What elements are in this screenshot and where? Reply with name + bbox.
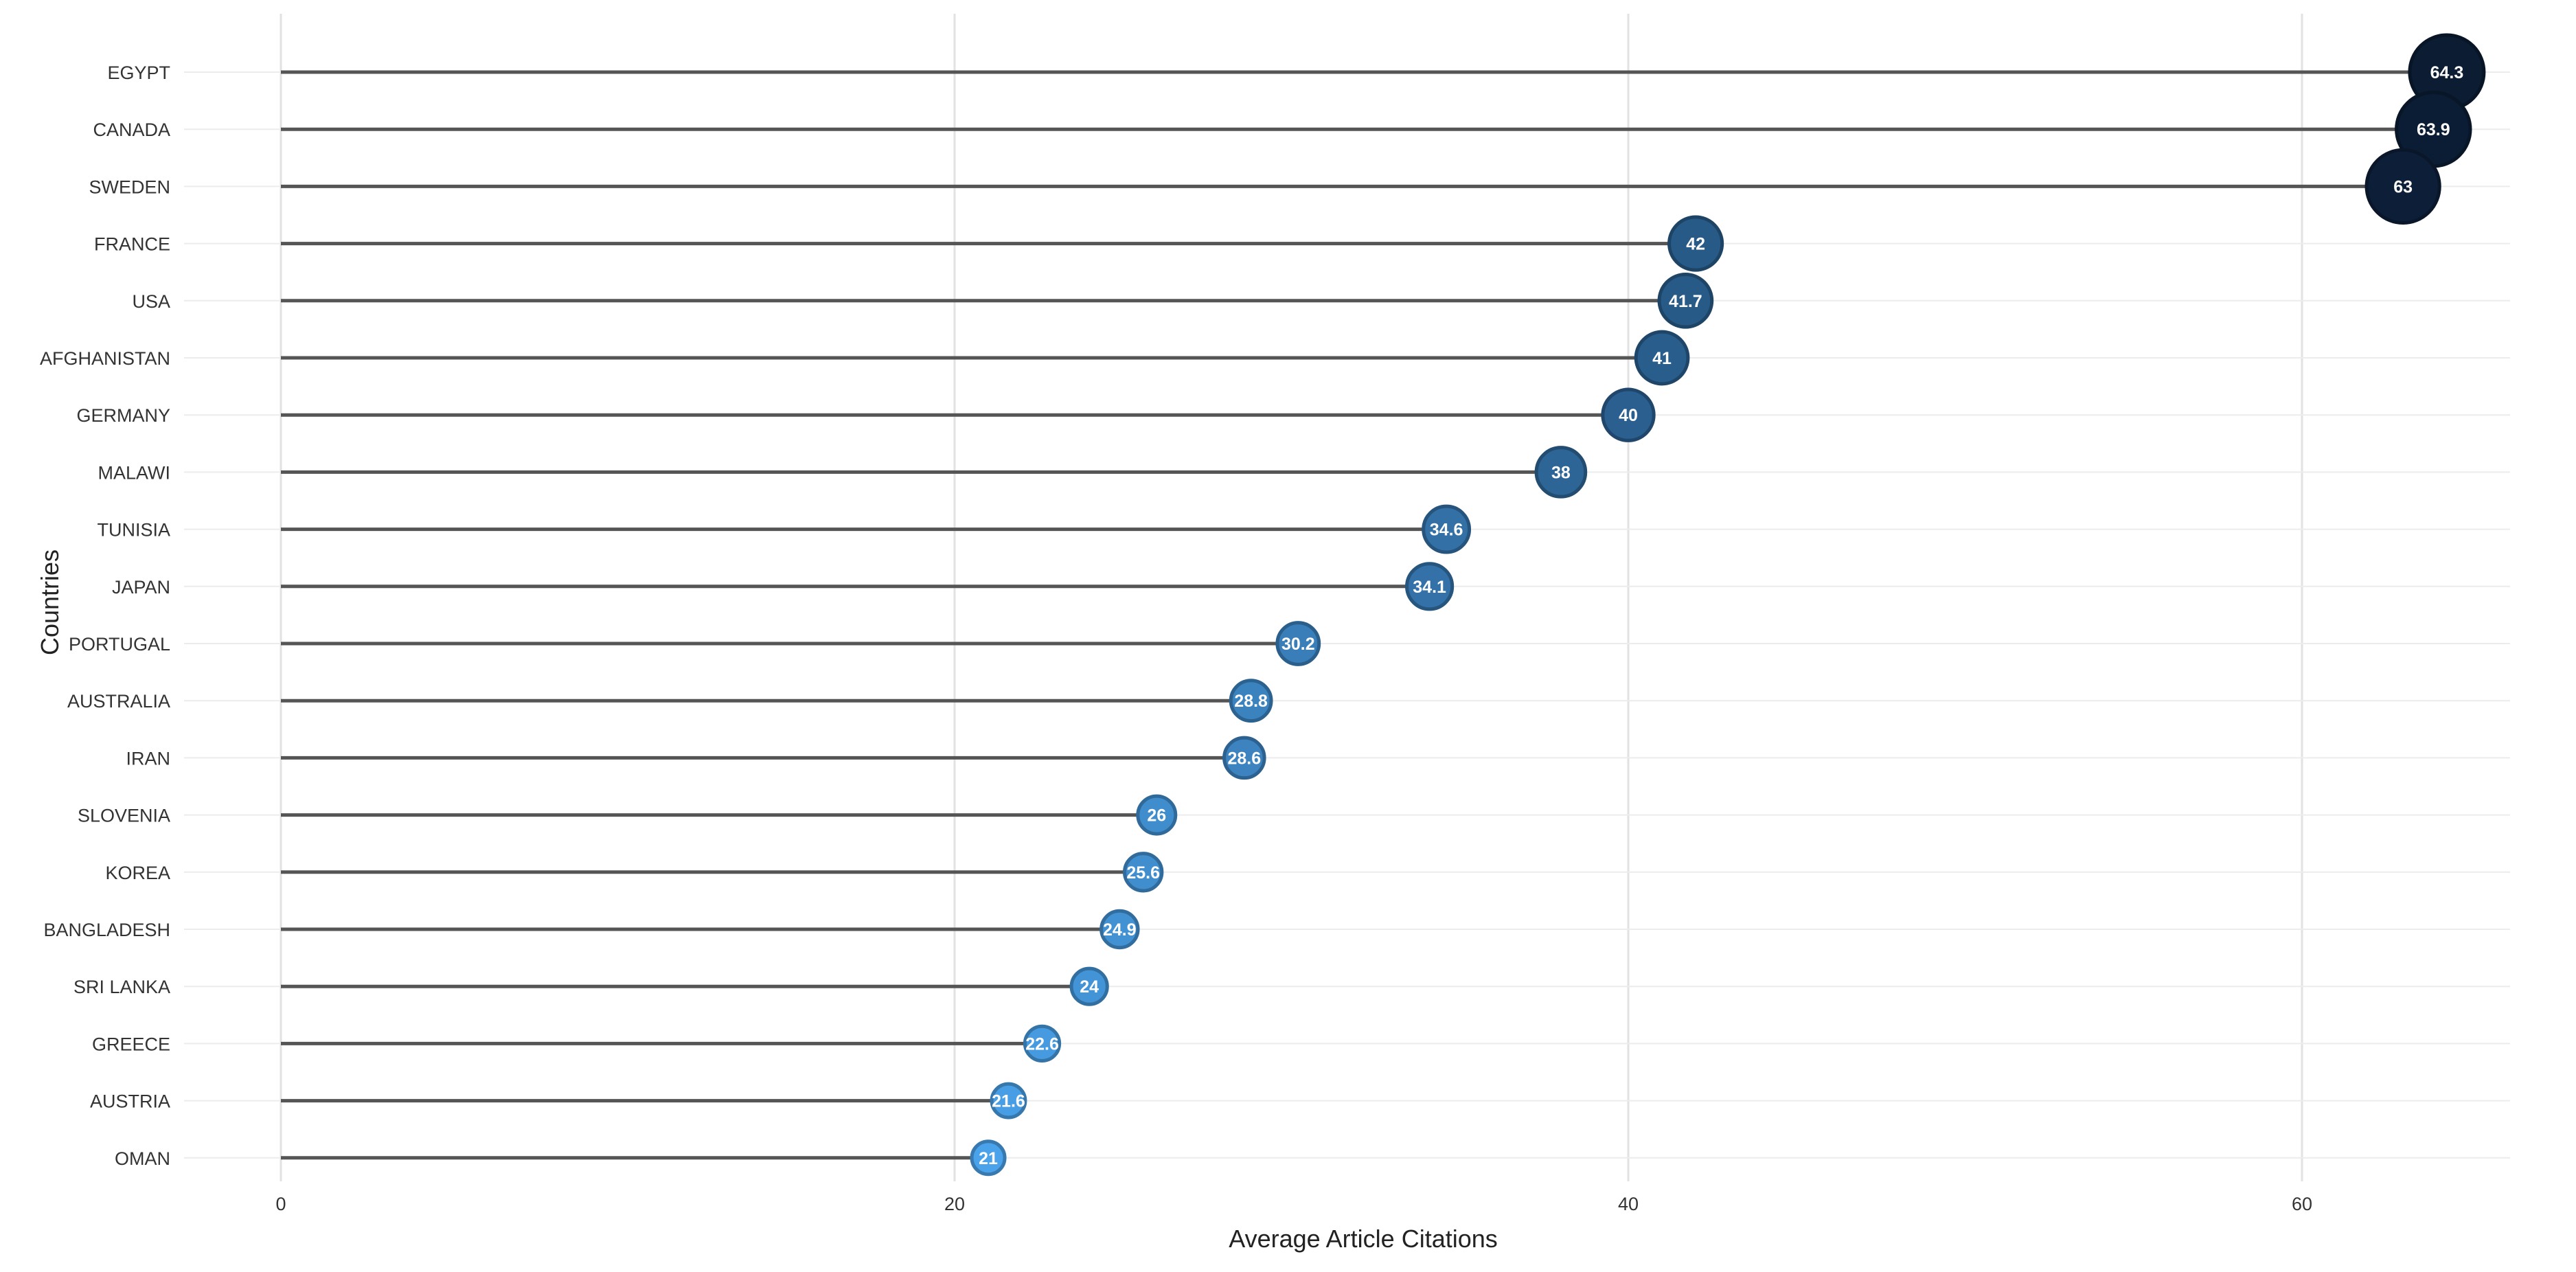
x-tick-label: 40 bbox=[1618, 1194, 1639, 1214]
data-point bbox=[2364, 148, 2441, 225]
data-label: 26 bbox=[1147, 806, 1166, 826]
data-point bbox=[1136, 794, 1178, 836]
data-label: 21.6 bbox=[992, 1092, 1025, 1111]
data-label: 30.2 bbox=[1281, 635, 1315, 654]
data-point bbox=[1099, 909, 1140, 950]
category-label: GERMANY bbox=[76, 405, 170, 426]
data-point bbox=[1023, 1024, 1062, 1063]
category-label: PORTUGAL bbox=[69, 634, 170, 655]
category-label: KOREA bbox=[105, 863, 170, 883]
data-label: 24.9 bbox=[1103, 920, 1137, 940]
data-point bbox=[1122, 852, 1164, 893]
x-tick-label: 20 bbox=[944, 1194, 965, 1214]
data-point bbox=[1634, 330, 1690, 386]
data-point bbox=[1405, 562, 1455, 611]
category-label: FRANCE bbox=[94, 234, 170, 255]
category-label: OMAN bbox=[115, 1148, 170, 1169]
data-label: 42 bbox=[1686, 235, 1705, 254]
data-label: 22.6 bbox=[1025, 1034, 1059, 1054]
category-label: SWEDEN bbox=[89, 177, 170, 197]
category-label: AFGHANISTAN bbox=[40, 348, 170, 369]
data-point bbox=[1069, 966, 1109, 1006]
data-point bbox=[1222, 736, 1266, 780]
grid-layer bbox=[184, 14, 2510, 1181]
data-label: 28.6 bbox=[1227, 749, 1261, 768]
data-point bbox=[1667, 215, 1724, 272]
data-point bbox=[1229, 679, 1273, 723]
category-label: AUSTRIA bbox=[90, 1091, 170, 1112]
point-layer bbox=[970, 33, 2486, 1177]
data-label: 41 bbox=[1652, 349, 1672, 368]
data-label: 21 bbox=[979, 1149, 998, 1168]
data-label: 34.6 bbox=[1430, 521, 1463, 540]
data-label: 28.8 bbox=[1234, 692, 1268, 711]
category-label: EGYPT bbox=[107, 63, 170, 83]
data-label: 64.3 bbox=[2430, 63, 2464, 82]
category-label: AUSTRALIA bbox=[67, 691, 170, 712]
category-label: USA bbox=[132, 291, 170, 312]
data-point bbox=[990, 1082, 1027, 1120]
data-point bbox=[1601, 387, 1656, 442]
category-label: IRAN bbox=[126, 748, 170, 769]
data-point bbox=[1275, 621, 1321, 666]
data-label: 41.7 bbox=[1669, 292, 1702, 311]
data-label: 40 bbox=[1619, 406, 1638, 425]
category-label: JAPAN bbox=[112, 577, 170, 598]
data-point bbox=[970, 1139, 1007, 1177]
data-label: 34.1 bbox=[1413, 578, 1446, 597]
data-point bbox=[1422, 504, 1472, 554]
category-label: GREECE bbox=[92, 1034, 170, 1054]
x-tick-label: 0 bbox=[275, 1194, 286, 1214]
category-label: CANADA bbox=[93, 120, 170, 140]
data-label: 38 bbox=[1551, 463, 1571, 482]
x-axis-title: Average Article Citations bbox=[1229, 1225, 1498, 1253]
stem-layer bbox=[281, 70, 2447, 1160]
category-label: MALAWI bbox=[98, 462, 170, 483]
label-layer: 0 20 40 60 64.3 EGYPT 63.9 CANADA 63 SWEDEN 42 FRAN… bbox=[40, 63, 2463, 1214]
y-axis-title: Countries bbox=[36, 549, 64, 655]
x-tick-label: 60 bbox=[2292, 1194, 2312, 1214]
data-label: 25.6 bbox=[1126, 863, 1160, 883]
data-label: 63.9 bbox=[2417, 120, 2450, 139]
data-label: 63 bbox=[2393, 177, 2413, 196]
category-label: TUNISIA bbox=[97, 520, 170, 541]
data-point bbox=[1657, 272, 1714, 329]
category-label: BANGLADESH bbox=[43, 920, 170, 940]
category-label: SRI LANKA bbox=[73, 977, 170, 997]
data-label: 24 bbox=[1080, 977, 1099, 997]
category-label: SLOVENIA bbox=[78, 806, 170, 826]
data-point bbox=[1534, 446, 1588, 499]
